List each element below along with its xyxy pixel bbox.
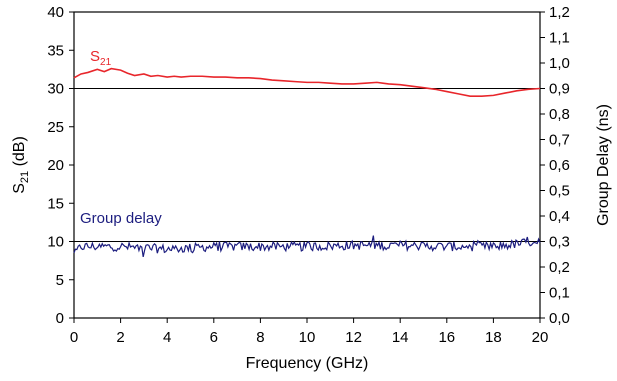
right-y-tick-label: 0,2: [549, 259, 570, 276]
x-tick-label: 0: [70, 329, 78, 346]
x-tick-label: 10: [299, 329, 316, 346]
x-axis-title: Frequency (GHz): [246, 355, 369, 372]
left-y-tick-label: 20: [47, 157, 64, 174]
right-y-tick-label: 0,6: [549, 157, 570, 174]
right-y-tick-label: 0,7: [549, 132, 570, 149]
right-y-tick-label: 0,8: [549, 106, 570, 123]
left-y-axis-title: S21 (dB): [11, 136, 31, 194]
left-y-tick-label: 5: [56, 272, 64, 289]
x-tick-label: 4: [163, 329, 171, 346]
left-y-tick-label: 0: [56, 310, 64, 327]
left-y-tick-label: 25: [47, 119, 64, 136]
plot-area: [73, 11, 541, 319]
x-tick-label: 20: [532, 329, 549, 346]
right-y-tick-label: 0,4: [549, 208, 570, 225]
x-tick-label: 18: [485, 329, 502, 346]
right-y-tick-label: 0,1: [549, 285, 570, 302]
left-y-tick-label: 30: [47, 81, 64, 98]
grid-lines: [74, 88, 540, 242]
left-y-tick-label: 35: [47, 42, 64, 59]
left-y-tick-label: 10: [47, 234, 64, 251]
x-tick-label: 14: [392, 329, 409, 346]
series-label-s21: S21: [90, 48, 112, 68]
series-line-group-delay: [73, 235, 541, 258]
left-y-tick-label: 15: [47, 195, 64, 212]
right-y-tick-label: 1,2: [549, 4, 570, 21]
right-y-tick-label: 0,5: [549, 183, 570, 200]
x-tick-label: 12: [345, 329, 362, 346]
left-y-axis-ticks: 0 5 10 15 20 25 30 35 40: [47, 4, 74, 327]
right-y-axis-ticks: 0,0 0,1 0,2 0,3 0,4 0,5 0,6 0,7 0,8 0,9 1,0 1,1 1,2: [540, 4, 570, 327]
right-y-tick-label: 1,0: [549, 55, 570, 72]
right-y-tick-label: 0,9: [549, 81, 570, 98]
x-tick-label: 6: [210, 329, 218, 346]
right-y-tick-label: 0,0: [549, 310, 570, 327]
x-tick-label: 2: [116, 329, 124, 346]
x-tick-label: 16: [438, 329, 455, 346]
right-y-axis-title: Group Delay (ns): [595, 104, 612, 226]
series-layer: [73, 67, 541, 258]
series-label-group-delay: Group delay: [80, 210, 162, 227]
x-axis-ticks: 0 2 4 6 8 10 12 14 16 18 20: [70, 318, 549, 346]
left-y-tick-label: 40: [47, 4, 64, 21]
right-y-tick-label: 1,1: [549, 30, 570, 47]
series-line-s21: [73, 67, 541, 97]
right-y-tick-label: 0,3: [549, 234, 570, 251]
x-tick-label: 8: [256, 329, 264, 346]
